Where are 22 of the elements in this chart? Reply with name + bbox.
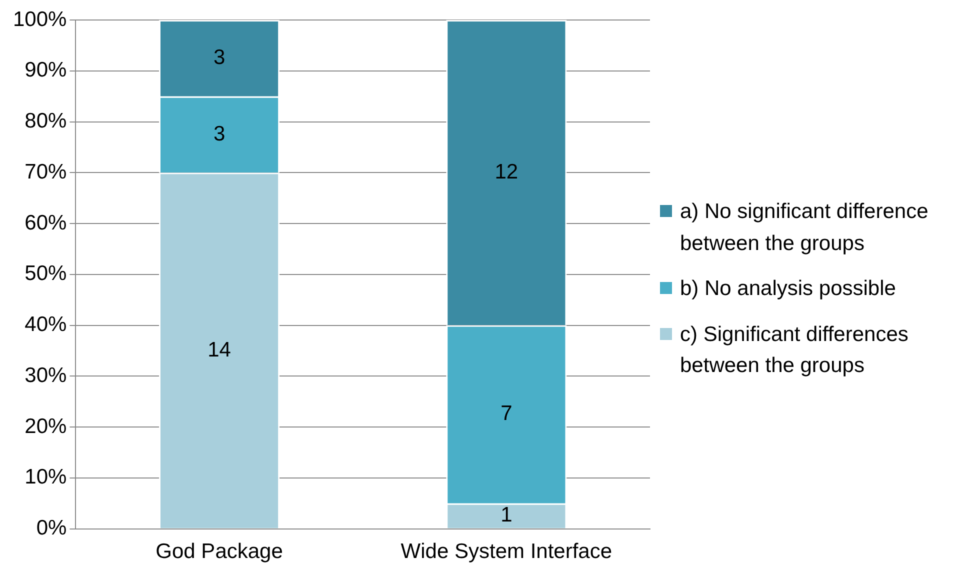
annotation: 14 [208,338,232,362]
y-tick-label: 40% [24,313,67,336]
annotation: 1 [500,504,512,527]
y-tick-label: 90% [24,58,67,82]
y-tick-label: 10% [24,466,67,489]
legend-label: b) No analysis possible [680,276,896,302]
annotation: 12 [494,160,518,184]
y-tick-label: 70% [24,160,67,184]
x-tick-label: Wide System Interface [400,540,612,564]
annotation: 3 [213,122,226,146]
y-tick-label: 60% [24,211,67,234]
y-tick-label: 30% [24,364,67,387]
legend-label: c) Significant differences between the groups [680,322,910,380]
y-tick-label: 20% [24,414,67,438]
y-tick-label: 80% [24,110,67,133]
legend-label: a) No significant difference between the groups [680,199,930,257]
y-tick-label: 100% [12,8,67,31]
y-tick-label: 0% [36,516,67,540]
annotation: 7 [500,402,512,426]
y-tick-label: 50% [24,262,67,286]
annotation: 3 [213,46,226,69]
x-tick-label: God Package [156,540,283,564]
